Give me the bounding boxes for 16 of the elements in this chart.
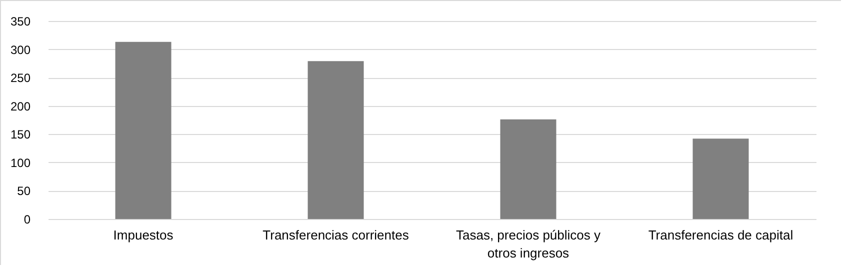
x-tick-label: Transferencias de capital <box>648 228 794 242</box>
y-tick-label: 150 <box>10 128 31 142</box>
x-tick-label: Tasas, precios públicos y otros ingresos <box>456 228 601 260</box>
y-tick-label: 0 <box>24 212 31 226</box>
bar <box>500 119 556 219</box>
y-tick-label: 300 <box>10 42 31 57</box>
x-tick-label: Impuestos <box>113 228 174 242</box>
y-tick-label: 200 <box>10 99 31 114</box>
y-tick-label: 50 <box>17 184 31 198</box>
bar <box>692 138 749 219</box>
y-tick-label: 100 <box>10 156 31 170</box>
x-tick-label: Transferencias corrientes <box>262 228 410 242</box>
bar <box>115 42 172 219</box>
bar <box>308 61 364 219</box>
y-tick-label: 350 <box>10 14 31 28</box>
y-tick-label: 250 <box>10 71 31 86</box>
